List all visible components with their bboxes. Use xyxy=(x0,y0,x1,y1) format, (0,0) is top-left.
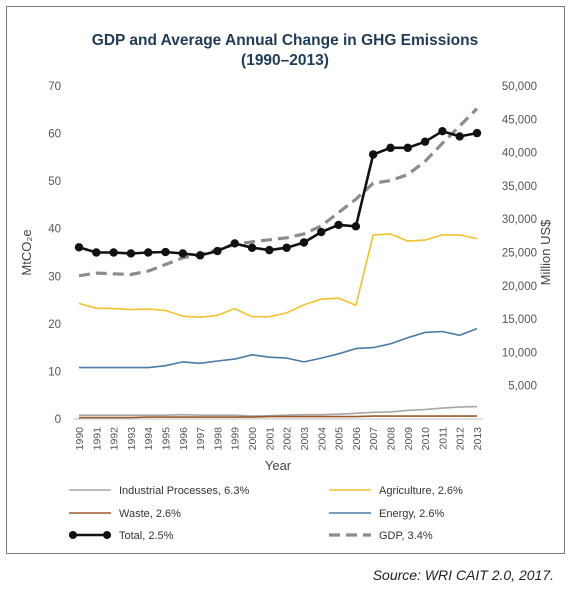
data-point-total xyxy=(438,126,447,136)
x-tick-label: 1998 xyxy=(212,427,224,451)
data-point-total xyxy=(334,220,343,230)
y-left-tick-label: 10 xyxy=(48,366,61,378)
series-line-gdp xyxy=(78,107,479,278)
x-tick-label: 2006 xyxy=(351,427,363,451)
series-line-agriculture xyxy=(78,233,478,319)
data-point-total xyxy=(213,246,222,256)
y-right-tick-label: 15,000 xyxy=(502,314,537,326)
series-line-energy xyxy=(79,327,478,369)
y-left-axis-label: MtCO₂e xyxy=(19,229,34,275)
y-right-tick-label: 20,000 xyxy=(502,281,537,293)
y-right-tick-label: 30,000 xyxy=(502,214,537,226)
x-tick-label: 1990 xyxy=(74,427,86,451)
data-point-total xyxy=(403,143,412,153)
legend-marker-total xyxy=(103,531,111,539)
y-left-tick-label: 20 xyxy=(48,319,61,331)
data-point-total xyxy=(265,245,274,255)
data-point-total xyxy=(299,238,309,247)
legend-label-agriculture: Agriculture, 2.6% xyxy=(379,485,463,497)
x-tick-label: 2002 xyxy=(282,427,294,451)
data-point-total xyxy=(144,248,153,257)
y-left-tick-label: 30 xyxy=(48,271,61,283)
chart-title-line1: GDP and Average Annual Change in GHG Emi… xyxy=(92,32,478,49)
y-right-tick-label: 50,000 xyxy=(502,81,537,93)
data-point-total xyxy=(230,239,239,248)
x-tick-label: 2005 xyxy=(334,427,346,451)
data-point-total xyxy=(178,249,188,258)
data-point-total xyxy=(109,248,118,257)
legend-label-energy: Energy, 2.6% xyxy=(379,508,444,520)
x-tick-label: 2004 xyxy=(316,427,328,451)
y-right-tick-label: 45,000 xyxy=(502,114,537,126)
x-tick-label: 1996 xyxy=(178,427,190,451)
x-tick-label: 1999 xyxy=(230,427,242,451)
x-tick-label: 1991 xyxy=(91,427,103,451)
y-right-tick-label: 5,000 xyxy=(508,381,537,393)
legend-label-industrial-processes: Industrial Processes, 6.3% xyxy=(119,485,249,497)
data-point-total xyxy=(351,222,361,231)
data-point-total xyxy=(368,150,378,159)
x-tick-label: 2007 xyxy=(368,427,380,451)
series-line-industrial-processes xyxy=(79,405,478,417)
source-note: Source: WRI CAIT 2.0, 2017. xyxy=(372,567,554,583)
legend-label-gdp: GDP, 3.4% xyxy=(379,530,433,542)
series-line-total xyxy=(78,129,478,257)
axes: 0 10 20 30 40 50 60 70 5,000 10,000 15,000 20,000 25… xyxy=(19,81,553,473)
x-tick-label: 2013 xyxy=(472,427,484,451)
y-right-tick-label: 35,000 xyxy=(502,181,537,193)
y-left-tick-label: 70 xyxy=(48,81,61,93)
x-tick-label: 2011 xyxy=(437,427,449,450)
data-point-total xyxy=(455,132,464,141)
legend-label-waste: Waste, 2.6% xyxy=(119,508,181,520)
chart-frame: GDP and Average Annual Change in GHG Emi… xyxy=(6,6,565,554)
chart-title-line2: (1990–2013) xyxy=(241,52,329,69)
y-left-tick-label: 0 xyxy=(55,414,61,426)
x-tick-label: 2001 xyxy=(264,427,276,451)
data-point-total xyxy=(74,243,84,252)
legend-marker-total xyxy=(69,531,77,539)
legend-label-total: Total, 2.5% xyxy=(119,530,174,542)
data-point-total xyxy=(92,248,101,257)
x-tick-label: 1992 xyxy=(109,427,121,451)
x-tick-label: 1995 xyxy=(161,427,173,451)
series-group xyxy=(74,107,482,419)
data-point-total xyxy=(420,137,430,146)
y-left-tick-label: 60 xyxy=(48,129,61,141)
legend: Industrial Processes, 6.3% Agriculture, 2… xyxy=(69,485,463,542)
y-left-tick-label: 40 xyxy=(48,224,61,236)
data-point-total xyxy=(161,247,170,257)
data-point-total xyxy=(386,143,395,153)
x-tick-label: 2008 xyxy=(385,427,397,451)
y-right-tick-label: 40,000 xyxy=(502,148,537,160)
x-axis-label: Year xyxy=(265,458,292,473)
x-tick-label: 1994 xyxy=(143,427,155,451)
chart-svg: GDP and Average Annual Change in GHG Emi… xyxy=(19,32,553,542)
x-tick-label: 2010 xyxy=(420,427,432,451)
data-point-total xyxy=(126,249,136,258)
y-right-tick-label: 25,000 xyxy=(502,248,537,260)
x-tick-label: 2012 xyxy=(455,427,467,451)
data-point-total xyxy=(195,251,205,260)
data-point-total xyxy=(317,227,326,237)
data-point-total xyxy=(472,128,482,138)
x-tick-label: 2000 xyxy=(247,427,259,451)
y-right-tick-label: 10,000 xyxy=(502,347,537,359)
y-left-tick-label: 50 xyxy=(48,176,61,188)
x-tick-label: 2009 xyxy=(403,427,415,451)
x-tick-label: 1997 xyxy=(195,427,207,451)
series-line-waste xyxy=(79,415,477,419)
x-tick-label: 2003 xyxy=(299,427,311,451)
data-point-total xyxy=(247,243,257,252)
data-point-total xyxy=(282,243,291,252)
x-tick-label: 1993 xyxy=(126,427,138,451)
y-right-axis-label: Million US$ xyxy=(538,219,553,286)
